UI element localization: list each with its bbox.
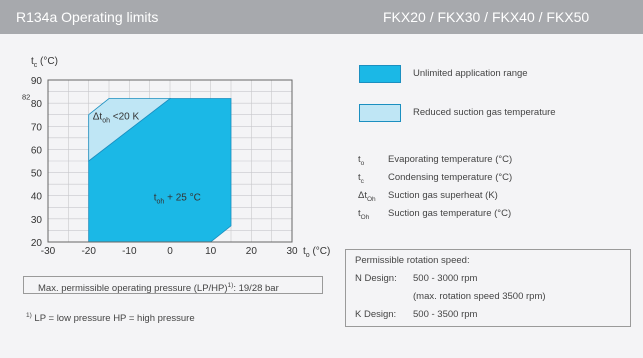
y-axis-label: tc (°C) [31, 56, 58, 69]
plot-frame [47, 79, 293, 243]
chart-annotation-0-main: Δt [93, 111, 103, 122]
chart-annotation-0-rest: <20 K [110, 111, 140, 122]
y-axis-label-sub: c [34, 62, 38, 69]
symbol-main: t [358, 208, 361, 219]
footnote: 1) LP = low pressure HP = high pressure [26, 312, 195, 324]
footnote-text: LP = low pressure HP = high pressure [31, 313, 195, 325]
symbol-desc-0: Evaporating temperature (°C) [388, 154, 513, 165]
y-tick-label: 30 [31, 215, 43, 226]
chart-annotation-1-sub: oh [157, 198, 165, 205]
page-title: R134a Operating limits [16, 9, 159, 25]
footnote-marker: 1) [26, 312, 32, 319]
y-axis-label-main: t [31, 56, 34, 67]
x-axis-label-main: t [303, 246, 306, 257]
y-tick-label: 40 [31, 192, 43, 203]
n-design-label: N Design: [355, 273, 397, 284]
symbol-main: t [358, 154, 361, 165]
x-tick-label: -10 [122, 246, 137, 257]
legend-swatch-unlimited [359, 65, 401, 83]
chart-annotation-0-sub: oh [102, 117, 110, 124]
y-tick-label: 70 [31, 122, 43, 133]
chart-annotation-1: toh + 25 °C [154, 192, 201, 205]
n-design-value: 500 - 3000 rpm [413, 273, 478, 284]
symbol-1: tc [358, 172, 364, 185]
max-pressure-box: Max. permissible operating pressure (LP/… [23, 276, 323, 294]
max-pressure-text: Max. permissible operating pressure (LP/… [38, 283, 228, 295]
symbol-0: to [358, 154, 364, 167]
y-tick-label: 80 [31, 99, 43, 110]
y-axis-label-rest: (°C) [37, 56, 58, 67]
rotation-speed-box [345, 249, 631, 327]
x-axis-label: to (°C) [303, 246, 330, 259]
x-tick-label: 30 [286, 246, 298, 257]
x-axis-label-rest: (°C) [310, 246, 331, 257]
y-tick-label: 60 [31, 145, 43, 156]
legend-label-unlimited: Unlimited application range [413, 68, 528, 79]
legend-swatch-reduced [359, 104, 401, 122]
symbol-sub: Oh [360, 213, 370, 221]
x-tick-label: 20 [246, 246, 258, 257]
k-design-value: 500 - 3500 rpm [413, 309, 478, 320]
symbol-sub: c [360, 177, 364, 185]
y-tick-label: 90 [31, 76, 43, 87]
max-pressure-value: : 19/28 bar [233, 283, 279, 295]
rotation-title: Permissible rotation speed: [355, 255, 470, 266]
k-design-label: K Design: [355, 309, 397, 320]
chart-annotation-0: Δtoh <20 K [93, 111, 140, 124]
x-tick-label: 0 [167, 246, 173, 257]
symbol-desc-2: Suction gas superheat (K) [388, 190, 498, 201]
y-extra-tick-label: 82 [22, 93, 30, 102]
symbol-main: t [358, 172, 361, 183]
max-pressure-footnote-marker: 1) [227, 282, 234, 289]
symbol-2: ΔtOh [358, 190, 376, 203]
x-axis-label-sub: o [306, 252, 310, 259]
y-tick-label: 20 [31, 238, 43, 249]
model-list: FKX20 / FKX30 / FKX40 / FKX50 [383, 9, 590, 25]
symbol-3: tOh [358, 208, 369, 221]
x-tick-label: -30 [41, 246, 56, 257]
x-tick-label: 10 [205, 246, 217, 257]
symbol-sub: Oh [367, 195, 376, 203]
n-design-note: (max. rotation speed 3500 rpm) [413, 291, 546, 302]
y-tick-label: 50 [31, 169, 43, 180]
header-bar: R134a Operating limits FKX20 / FKX30 / F… [0, 0, 643, 34]
symbol-main: Δt [358, 190, 367, 201]
area-series-1 [88, 98, 172, 162]
x-tick-label: -20 [81, 246, 96, 257]
legend-label-reduced: Reduced suction gas temperature [413, 107, 556, 118]
chart-annotation-1-main: t [154, 192, 157, 203]
symbol-desc-1: Condensing temperature (°C) [388, 172, 513, 183]
chart-annotation-1-rest: + 25 °C [164, 192, 201, 203]
symbol-sub: o [360, 159, 365, 167]
symbol-desc-3: Suction gas temperature (°C) [388, 208, 512, 219]
